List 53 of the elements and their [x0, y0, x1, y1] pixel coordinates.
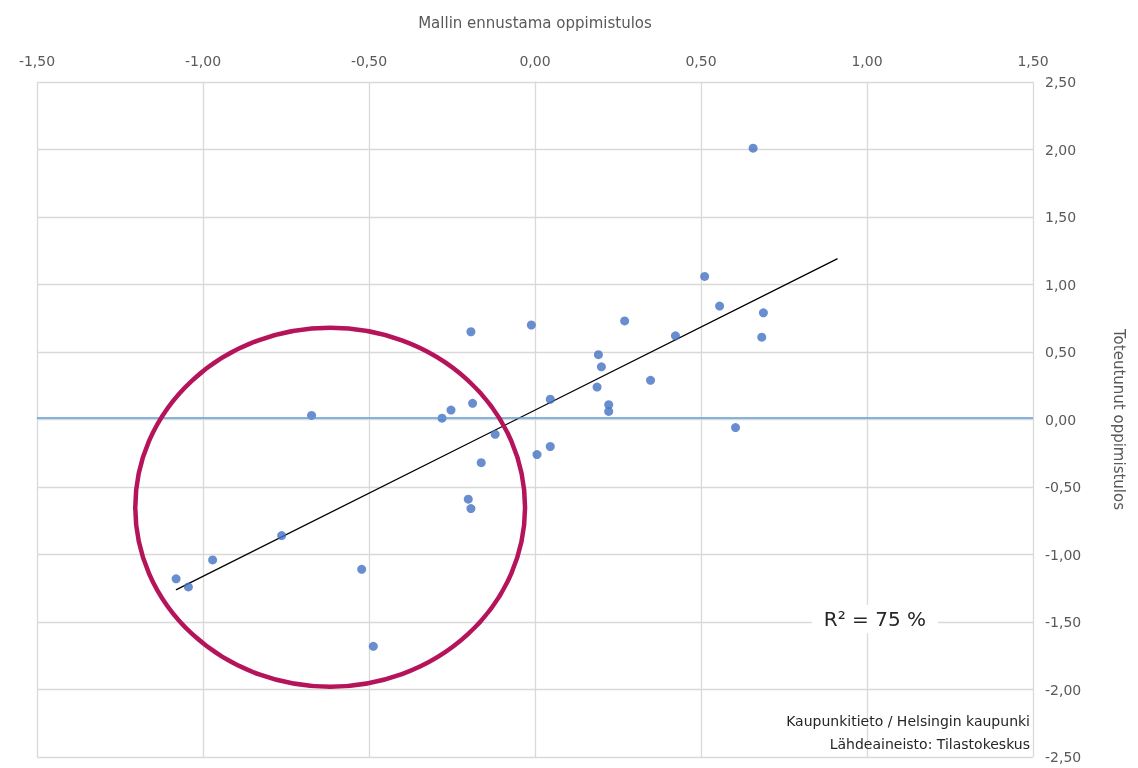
point	[277, 531, 287, 541]
point	[183, 582, 193, 592]
point	[620, 316, 630, 326]
y-tick-label: -1,50	[1045, 614, 1082, 630]
point	[545, 442, 555, 451]
x-tick-label: 1,50	[1017, 53, 1049, 69]
point	[592, 382, 602, 392]
point	[670, 331, 680, 341]
y-tick-label: 2,00	[1045, 141, 1077, 158]
y-tick-label: -1,00	[1045, 546, 1082, 563]
annotation: Kaupunkitieto / Helsingin kaupunki	[786, 713, 1030, 729]
point	[368, 641, 378, 651]
point	[731, 423, 741, 433]
point	[545, 394, 555, 404]
y-axis-title: Toteutunut oppimistulos	[1109, 328, 1128, 511]
point	[446, 405, 456, 415]
x-tick-label: 1,00	[851, 53, 883, 69]
point	[748, 143, 758, 153]
point	[208, 555, 218, 565]
y-tick-label: -2,00	[1045, 681, 1082, 698]
point	[490, 429, 500, 439]
y-tick-label: -2,50	[1045, 749, 1082, 765]
annotation: Lähdeaineisto: Tilastokeskus	[829, 736, 1031, 752]
point	[466, 327, 476, 337]
y-tick-label: -0,50	[1045, 479, 1082, 495]
x-tick-label: -0,50	[350, 53, 388, 69]
point	[357, 564, 367, 574]
x-tick-label: 0,50	[685, 53, 717, 69]
point	[596, 362, 606, 372]
y-tick-label: 0,00	[1045, 411, 1077, 428]
point	[700, 271, 710, 281]
y-tick-label: 0,50	[1045, 344, 1077, 360]
point	[468, 398, 478, 408]
point	[646, 375, 656, 385]
point	[757, 332, 767, 342]
point	[604, 406, 614, 416]
point	[171, 574, 181, 584]
y-tick-label: 1,50	[1045, 209, 1077, 225]
point	[463, 494, 473, 504]
y-tick-label: 1,00	[1045, 276, 1077, 293]
x-tick-label: -1,00	[184, 53, 222, 69]
point	[593, 350, 603, 360]
point	[532, 450, 542, 460]
point	[476, 458, 486, 468]
point	[715, 301, 725, 311]
point	[526, 320, 536, 330]
point	[466, 504, 476, 514]
y-tick-label: 2,50	[1045, 74, 1077, 90]
x-tick-label: 0,00	[519, 53, 551, 69]
point	[758, 308, 768, 318]
x-tick-label: -1,50	[18, 53, 56, 69]
x-axis-title: Mallin ennustama oppimistulos	[418, 13, 653, 32]
annotation: R² = 75 %	[823, 607, 927, 631]
